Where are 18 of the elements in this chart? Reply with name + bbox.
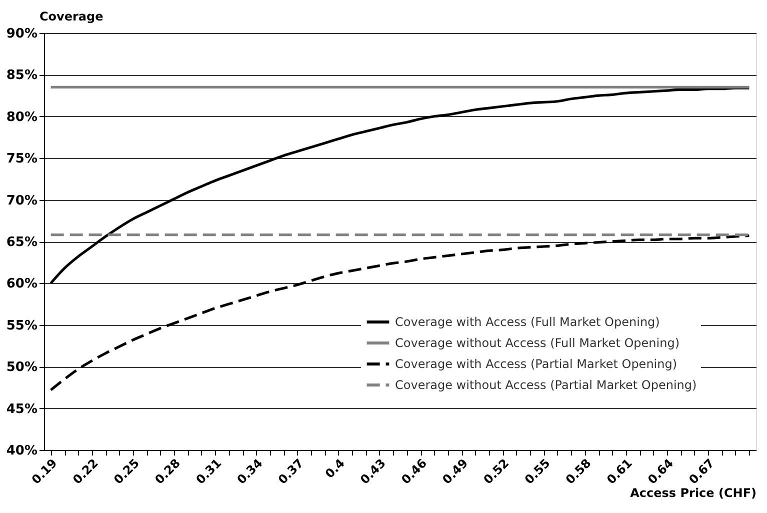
y-tick-label: 65% bbox=[6, 235, 38, 250]
y-axis-title: Coverage bbox=[40, 10, 104, 24]
y-tick-label: 85% bbox=[6, 68, 38, 84]
x-tick-label: 0.4 bbox=[322, 456, 348, 482]
y-tick-label: 50% bbox=[6, 360, 38, 376]
y-tick-label: 75% bbox=[6, 152, 38, 167]
y-tick-label: 80% bbox=[6, 110, 38, 125]
legend-label: Coverage with Access (Full Market Opening) bbox=[395, 315, 660, 329]
legend-label: Coverage with Access (Partial Market Opening) bbox=[395, 357, 678, 371]
y-tick-label: 90% bbox=[6, 26, 38, 42]
y-tick-label: 70% bbox=[6, 193, 38, 208]
legend-label: Coverage without Access (Full Market Opening) bbox=[395, 336, 680, 350]
y-tick-label: 45% bbox=[6, 402, 38, 417]
y-tick-label: 60% bbox=[6, 276, 38, 292]
y-tick-label: 40% bbox=[6, 444, 38, 458]
y-tick-label: 55% bbox=[6, 318, 38, 334]
legend-label: Coverage without Access (Partial Market Opening) bbox=[395, 378, 697, 392]
x-axis-title: Access Price (CHF) bbox=[630, 486, 756, 500]
